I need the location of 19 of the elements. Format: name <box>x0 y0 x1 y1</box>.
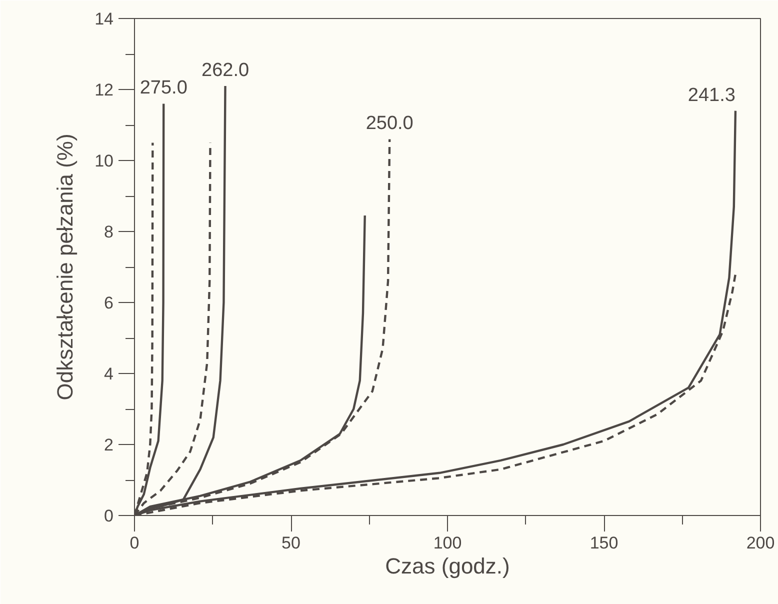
x-tick-label: 50 <box>282 534 300 552</box>
y-tick-label: 2 <box>104 436 114 454</box>
y-tick-label: 4 <box>104 364 114 384</box>
y-tick-label: 8 <box>104 222 114 242</box>
y-tick-label: 10 <box>94 152 114 170</box>
y-axis-title: Odkształcenie pełzania (%) <box>52 134 78 400</box>
annotation: 275.0 <box>140 78 188 99</box>
annotation: 262.0 <box>201 60 250 81</box>
x-tick-label: 100 <box>433 534 462 552</box>
y-tick-label: 12 <box>94 80 114 100</box>
x-tick-label: 0 <box>130 534 140 552</box>
y-tick-label: 6 <box>104 294 114 312</box>
y-tick-label: 0 <box>104 506 114 526</box>
x-tick-label: 150 <box>590 534 618 552</box>
x-tick-label: 200 <box>746 534 775 552</box>
annotation: 241.3 <box>688 84 736 106</box>
y-tick-label: 14 <box>94 10 114 28</box>
annotation: 250.0 <box>366 113 414 134</box>
x-axis-title: Czas (godz.) <box>385 554 510 578</box>
